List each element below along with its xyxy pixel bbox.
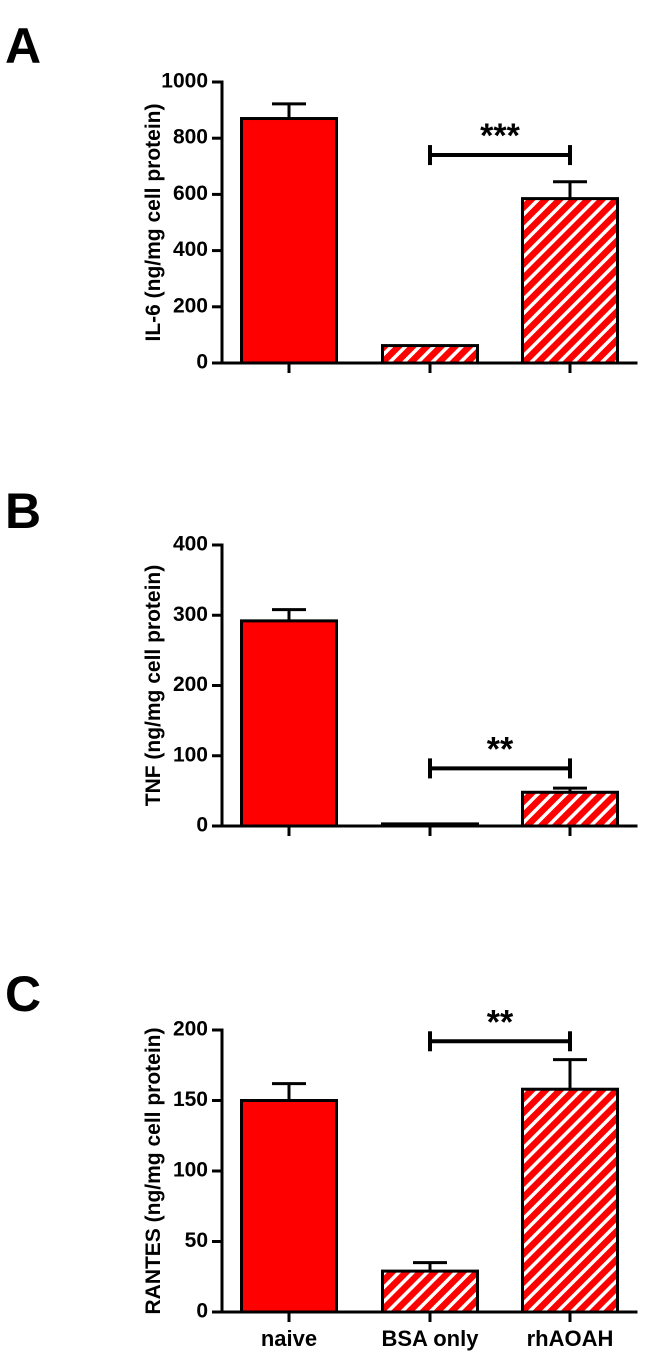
- y-axis-title: TNF (ng/mg cell protein): [142, 565, 165, 807]
- y-axis-title: RANTES (ng/mg cell protein): [142, 1027, 165, 1314]
- y-tick-label: 200: [173, 294, 208, 317]
- y-tick-label: 100: [173, 743, 208, 766]
- chart-panel-a: A IL-6 (ng/mg cell protein) 0 200 400 600 800 1…: [5, 18, 638, 374]
- panel-letter: B: [5, 483, 41, 539]
- y-tick-label: 400: [173, 238, 208, 261]
- x-category-label: BSA only: [382, 1326, 480, 1351]
- y-tick-label: 50: [185, 1229, 208, 1252]
- y-tick-label: 200: [173, 1018, 208, 1041]
- y-tick-label: 0: [196, 351, 208, 374]
- panel-letter: C: [5, 966, 41, 1022]
- y-tick-label: 200: [173, 673, 208, 696]
- bar-rhaoah: [521, 790, 619, 828]
- significance-label: ***: [480, 117, 520, 155]
- significance-label: **: [487, 1003, 514, 1041]
- y-tick-label: 600: [173, 182, 208, 205]
- y-tick-label: 400: [173, 533, 208, 556]
- significance-label: **: [487, 730, 514, 768]
- y-tick-label: 150: [173, 1088, 208, 1111]
- y-tick-label: 1000: [161, 70, 208, 93]
- x-category-label: naive: [261, 1326, 317, 1351]
- chart-panel-c: C RANTES (ng/mg cell protein) 0 50 100 150 200…: [5, 966, 638, 1351]
- bar-bsa-only: [381, 344, 479, 365]
- y-tick-label: 300: [173, 603, 208, 626]
- y-tick-label: 0: [196, 1300, 208, 1323]
- y-tick-label: 0: [196, 814, 208, 837]
- chart-panel-b: B TNF (ng/mg cell protein) 0 100 200 300 400 **: [5, 483, 638, 837]
- y-tick-label: 800: [173, 126, 208, 149]
- bar-rhaoah: [521, 197, 619, 365]
- y-axis-title: IL-6 (ng/mg cell protein): [142, 103, 165, 341]
- bar-rhaoah: [521, 1087, 619, 1314]
- bar-bsa-only: [381, 822, 479, 828]
- bar-bsa-only: [381, 1269, 479, 1314]
- bar-naive: [240, 619, 338, 828]
- y-tick-label: 100: [173, 1159, 208, 1182]
- bar-naive: [240, 117, 338, 365]
- bar-naive: [240, 1099, 338, 1314]
- x-category-label: rhAOAH: [527, 1326, 614, 1351]
- panel-letter: A: [5, 18, 41, 74]
